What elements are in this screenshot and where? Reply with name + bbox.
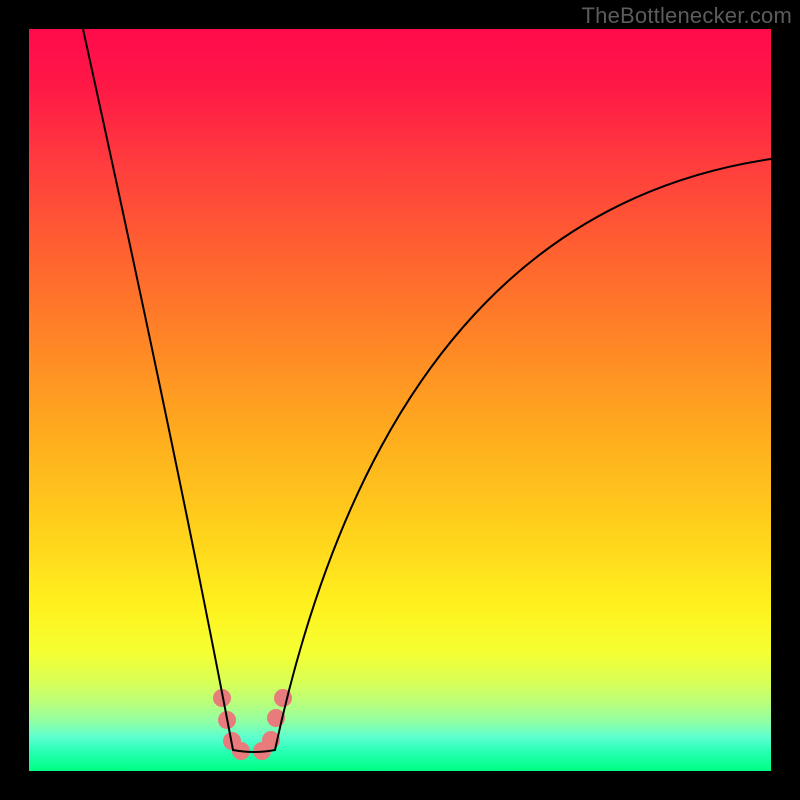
chart-stage: TheBottlenecker.com	[0, 0, 800, 800]
chart-svg	[0, 0, 800, 800]
plot-area	[29, 29, 771, 771]
watermark-text: TheBottlenecker.com	[582, 3, 792, 29]
